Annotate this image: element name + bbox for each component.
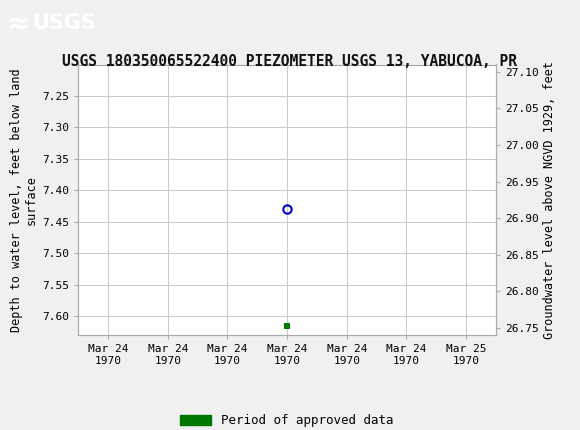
Y-axis label: Groundwater level above NGVD 1929, feet: Groundwater level above NGVD 1929, feet [543,61,556,339]
Text: USGS 180350065522400 PIEZOMETER USGS 13, YABUCOA, PR: USGS 180350065522400 PIEZOMETER USGS 13,… [63,54,517,69]
Y-axis label: Depth to water level, feet below land
surface: Depth to water level, feet below land su… [10,68,38,332]
Legend: Period of approved data: Period of approved data [175,409,399,430]
Text: USGS: USGS [32,13,96,34]
Text: ≈: ≈ [7,9,30,37]
